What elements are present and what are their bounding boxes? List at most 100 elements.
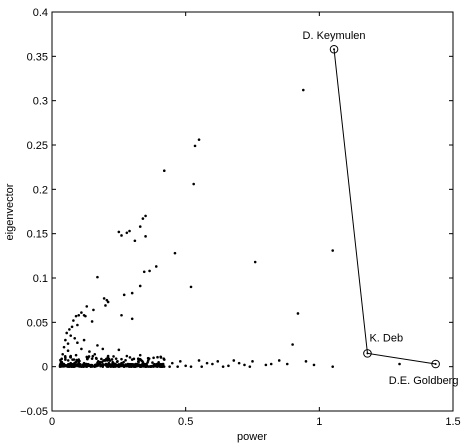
data-point: [99, 364, 102, 368]
plot-background: [52, 12, 453, 411]
data-point: [82, 338, 86, 342]
data-point: [128, 356, 132, 359]
data-point: [104, 304, 107, 307]
data-point: [85, 305, 89, 308]
data-point: [162, 357, 166, 360]
y-tick-label: 0: [42, 362, 48, 374]
data-point: [130, 317, 134, 321]
y-tick-label: 0.3: [33, 96, 48, 108]
y-tick-label: −0.05: [20, 406, 48, 418]
data-point: [154, 364, 157, 368]
data-point: [156, 362, 159, 366]
y-tick-label: 0.2: [33, 184, 48, 196]
data-point: [86, 363, 89, 366]
data-point: [69, 356, 72, 359]
data-point: [117, 348, 121, 352]
data-point: [91, 354, 95, 358]
points-layer: [58, 88, 401, 368]
data-point: [122, 293, 126, 297]
annotation-marker-ring: [363, 349, 372, 358]
data-point: [74, 314, 78, 318]
data-point: [84, 314, 87, 318]
data-point: [148, 269, 151, 273]
data-point: [65, 331, 69, 335]
data-point: [269, 362, 273, 366]
data-point: [106, 300, 110, 304]
data-point: [193, 144, 197, 148]
data-point: [136, 363, 140, 367]
data-point: [95, 357, 98, 361]
data-point: [232, 359, 236, 362]
data-point: [77, 313, 81, 317]
y-tick-label: 0.25: [27, 140, 48, 152]
y-tick-label: 0.15: [27, 229, 48, 241]
data-point: [86, 357, 89, 361]
data-point: [243, 363, 246, 367]
data-point: [60, 357, 64, 361]
x-tick-label: 1: [316, 416, 322, 428]
data-point: [102, 297, 106, 300]
x-tick-label: 0.5: [178, 416, 193, 428]
data-point: [70, 365, 74, 368]
y-tick-label: 0.1: [33, 273, 48, 285]
data-point: [110, 358, 114, 361]
data-point: [72, 363, 76, 366]
data-point: [70, 325, 74, 329]
data-point: [162, 169, 166, 173]
data-point: [72, 319, 75, 322]
data-point: [61, 352, 64, 356]
data-point: [150, 365, 153, 368]
data-point: [141, 217, 145, 220]
annotation-label: D. Keymulen: [303, 30, 366, 42]
data-point: [176, 365, 179, 368]
data-point: [248, 365, 252, 368]
data-point: [132, 357, 136, 361]
data-point: [159, 355, 163, 359]
data-point: [398, 362, 401, 366]
data-point: [140, 365, 143, 368]
data-point: [67, 363, 70, 366]
data-point: [154, 265, 158, 268]
data-point: [138, 353, 142, 357]
annotation-marker-dot: [366, 352, 369, 355]
data-point: [296, 312, 300, 315]
data-point: [211, 362, 214, 366]
data-point: [152, 356, 155, 360]
data-point: [96, 275, 99, 279]
data-point: [133, 239, 137, 243]
data-point: [78, 364, 81, 368]
y-tick-label: 0.35: [27, 51, 48, 63]
data-point: [66, 342, 70, 345]
data-point: [100, 360, 104, 364]
data-point: [96, 364, 100, 367]
data-point: [291, 343, 294, 346]
data-point: [104, 362, 108, 366]
data-point: [112, 362, 115, 366]
data-point: [130, 291, 134, 295]
data-point: [98, 362, 102, 366]
data-point: [78, 359, 81, 363]
data-point: [74, 364, 77, 368]
data-point: [156, 355, 159, 359]
data-point: [301, 88, 305, 92]
data-point: [100, 357, 103, 361]
data-point: [66, 349, 70, 353]
data-point: [87, 355, 91, 358]
data-point: [96, 361, 99, 364]
data-point: [189, 365, 193, 368]
data-point: [81, 365, 85, 368]
data-point: [144, 214, 147, 218]
data-point: [74, 360, 78, 364]
data-point: [138, 284, 142, 288]
data-point: [112, 364, 116, 368]
data-point: [138, 225, 142, 228]
data-point: [90, 364, 94, 368]
data-point: [111, 360, 114, 364]
data-point: [90, 357, 94, 360]
annotation-marker-ring: [329, 44, 339, 54]
data-point: [92, 308, 95, 312]
annotation-label: D.E. Goldberg: [389, 375, 459, 387]
data-point: [90, 320, 94, 323]
data-point: [192, 182, 195, 186]
data-point: [168, 365, 171, 368]
